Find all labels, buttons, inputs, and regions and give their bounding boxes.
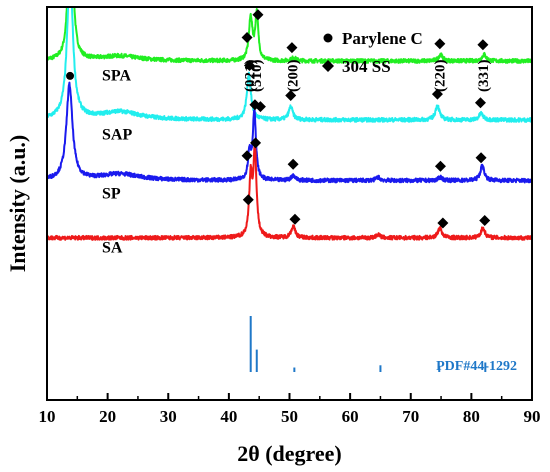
ss304-marker — [437, 217, 449, 229]
ss304-marker — [477, 39, 489, 51]
plane-label: (220) — [432, 60, 448, 93]
x-tick-label: 40 — [220, 407, 237, 426]
x-tick-label: 60 — [342, 407, 359, 426]
ss304-marker — [250, 137, 262, 149]
plot-area: SPA SAP SP SA PDF#44-1292 (021)(510) (200) (220… — [47, 7, 532, 374]
ss304-marker — [285, 90, 297, 102]
legend-label: 304 SS — [342, 57, 391, 76]
plane-label: (510) — [249, 60, 265, 93]
series-line-spa — [47, 7, 532, 64]
x-tick-label: 20 — [99, 407, 116, 426]
plane-label: (200) — [286, 60, 302, 93]
series-line-sa — [47, 141, 532, 241]
y-axis-label: Intensity (a.u.) — [5, 135, 30, 273]
ss304-marker — [242, 194, 254, 206]
series-label-spa: SPA — [102, 68, 131, 85]
ss304-marker — [241, 31, 253, 43]
ss304-marker — [286, 42, 298, 54]
x-tick-label: 70 — [402, 407, 419, 426]
ss304-marker — [475, 152, 487, 164]
ss304-marker — [249, 99, 261, 111]
x-tick-label: 90 — [524, 407, 541, 426]
legend-label: Parylene C — [342, 29, 423, 48]
series-label-sap: SAP — [102, 127, 132, 144]
ss304-marker — [434, 38, 446, 50]
x-tick-label: 30 — [160, 407, 177, 426]
parylene-c-marker — [66, 71, 75, 80]
plane-label: (331) — [476, 60, 492, 93]
legend-diamond-icon — [322, 60, 334, 72]
ss304-marker — [289, 213, 301, 225]
x-axis-label: 2θ (degree) — [237, 441, 342, 466]
ss304-marker — [474, 97, 486, 109]
series-line-sp — [47, 81, 532, 184]
legend: Parylene C 304 SS — [322, 29, 423, 76]
x-tick-label: 80 — [463, 407, 480, 426]
ss304-marker — [434, 160, 446, 172]
ss304-marker — [252, 9, 264, 21]
plane-label: (021) — [243, 59, 259, 92]
reference-label: PDF#44-1292 — [436, 359, 517, 374]
ss304-marker — [479, 215, 491, 227]
ss304-marker — [431, 88, 443, 100]
ss304-marker — [241, 150, 253, 162]
series-line-sap — [47, 7, 532, 123]
x-tick-label: 10 — [39, 407, 56, 426]
series-label-sp: SP — [102, 186, 121, 203]
x-tick-label: 50 — [281, 407, 298, 426]
series-label-sa: SA — [102, 240, 123, 257]
legend-circle-icon — [323, 33, 333, 43]
x-axis: 10 20 30 40 50 60 70 80 90 — [39, 393, 541, 426]
ss304-marker — [287, 158, 299, 170]
ss304-marker — [243, 59, 255, 71]
